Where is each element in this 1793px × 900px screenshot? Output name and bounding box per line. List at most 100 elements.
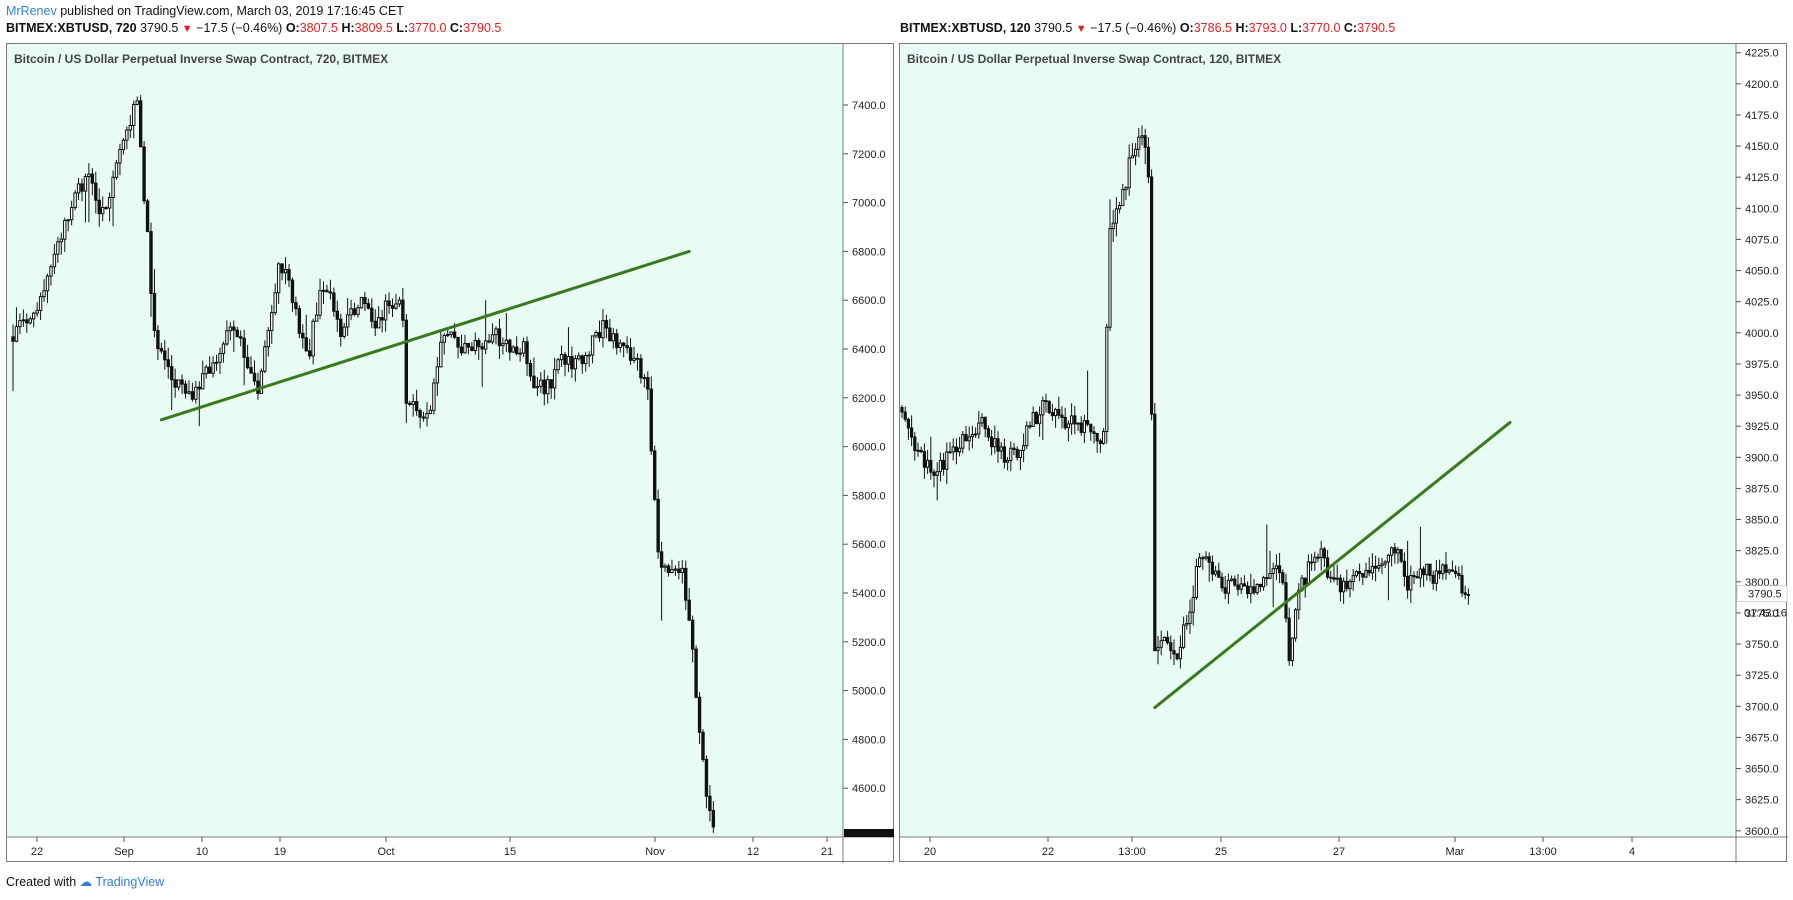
candle-down (903, 411, 907, 420)
left-chart-panel[interactable]: Bitcoin / US Dollar Perpetual Inverse Sw… (6, 43, 895, 863)
candle-up (1102, 431, 1106, 444)
candle-up (680, 567, 684, 573)
candle-up (14, 326, 19, 342)
candle-down (1457, 572, 1461, 576)
candle-down (1095, 432, 1099, 442)
candle-up (1188, 611, 1192, 624)
candle-down (1358, 571, 1362, 575)
candle-down (1057, 408, 1061, 416)
left-chart-svg[interactable]: Bitcoin / US Dollar Perpetual Inverse Sw… (7, 44, 895, 863)
candle-down (1210, 561, 1214, 575)
candle-down (328, 291, 333, 294)
candle-up (1018, 449, 1023, 459)
candle-down (418, 410, 422, 418)
candle-down (11, 336, 15, 342)
trendline[interactable] (1153, 420, 1512, 710)
candle-down (1361, 573, 1365, 578)
candle-down (404, 319, 409, 404)
candle-down (1201, 557, 1205, 560)
candle-up (449, 331, 453, 336)
candle-up (32, 312, 36, 320)
candle-up (948, 451, 952, 454)
trendline[interactable] (159, 249, 691, 422)
candle-down (515, 346, 519, 355)
candle-up (18, 320, 22, 328)
candle-down (597, 331, 602, 339)
candle-up (473, 339, 478, 352)
candle-up (349, 308, 353, 316)
candle-down (694, 648, 698, 698)
x-tick-label: 15 (504, 846, 516, 858)
right-chart-svg[interactable]: Bitcoin / US Dollar Perpetual Inverse Sw… (900, 44, 1788, 863)
candle-down (666, 565, 671, 574)
candle-down (549, 379, 553, 389)
y-tick-label: 3750.0 (1745, 639, 1779, 651)
right-chart-panel[interactable]: Bitcoin / US Dollar Perpetual Inverse Sw… (899, 43, 1788, 863)
candle-down (459, 346, 464, 354)
candle-up (1137, 136, 1141, 150)
y-tick-label: 4225.0 (1745, 48, 1779, 60)
candle-up (342, 326, 346, 337)
candle-up (1319, 548, 1323, 559)
author-link[interactable]: MrRenev (6, 4, 57, 18)
candle-up (1271, 568, 1275, 574)
plot-area[interactable] (900, 44, 1736, 837)
candle-up (951, 446, 955, 453)
published-text: published on TradingView.com, March 03, … (60, 4, 404, 18)
candle-up (1370, 565, 1374, 574)
candle-up (83, 176, 88, 192)
candle-down (919, 449, 923, 453)
candle-up (435, 366, 440, 384)
candle-down (414, 401, 419, 412)
candle-down (170, 366, 174, 381)
candle-down (1086, 420, 1090, 425)
candle-down (1207, 556, 1211, 563)
candle-down (1063, 416, 1067, 429)
candle-up (56, 241, 60, 255)
candle-up (225, 330, 229, 345)
candle-up (1185, 622, 1189, 626)
candle-down (922, 451, 926, 468)
candle-up (311, 320, 315, 357)
y-tick-label: 6200.0 (852, 393, 886, 405)
candle-up (283, 269, 288, 274)
candle-up (945, 451, 949, 470)
candle-down (621, 342, 626, 347)
candle-up (535, 385, 540, 389)
down-arrow-icon: ▼ (1075, 23, 1087, 35)
candle-down (245, 356, 250, 369)
candle-down (954, 446, 958, 453)
candle-down (1278, 565, 1282, 574)
candle-down (532, 375, 536, 389)
candle-down (94, 182, 98, 201)
candle-down (1450, 569, 1454, 572)
candle-down (913, 436, 917, 451)
right-ohlc-legend: BITMEX:XBTUSD, 120 3790.5 ▼ −17.5 (−0.46… (900, 21, 1396, 35)
candle-up (111, 176, 115, 198)
candle-down (159, 348, 164, 352)
candle-up (673, 568, 678, 571)
candle-up (1111, 222, 1115, 230)
candle-down (366, 303, 371, 309)
candle-up (273, 292, 277, 314)
candle-down (104, 207, 108, 210)
tradingview-brand-link[interactable]: TradingView (95, 875, 165, 889)
candle-up (1159, 640, 1163, 648)
x-tick-label: Oct (377, 846, 394, 858)
candle-up (483, 340, 488, 350)
candle-down (290, 279, 295, 304)
x-tick-label: 12 (747, 846, 759, 858)
candle-up (490, 334, 495, 343)
y-tick-label: 7000.0 (852, 198, 886, 210)
candle-down (1258, 583, 1262, 588)
candle-down (996, 438, 1000, 452)
candle-up (999, 446, 1003, 452)
candle-up (1178, 646, 1182, 660)
plot-area[interactable] (7, 44, 843, 837)
candle-down (466, 343, 471, 348)
candle-up (221, 343, 226, 355)
candle-down (297, 308, 302, 334)
candle-down (711, 809, 716, 828)
candle-down (1073, 415, 1077, 425)
candle-down (1217, 570, 1221, 578)
